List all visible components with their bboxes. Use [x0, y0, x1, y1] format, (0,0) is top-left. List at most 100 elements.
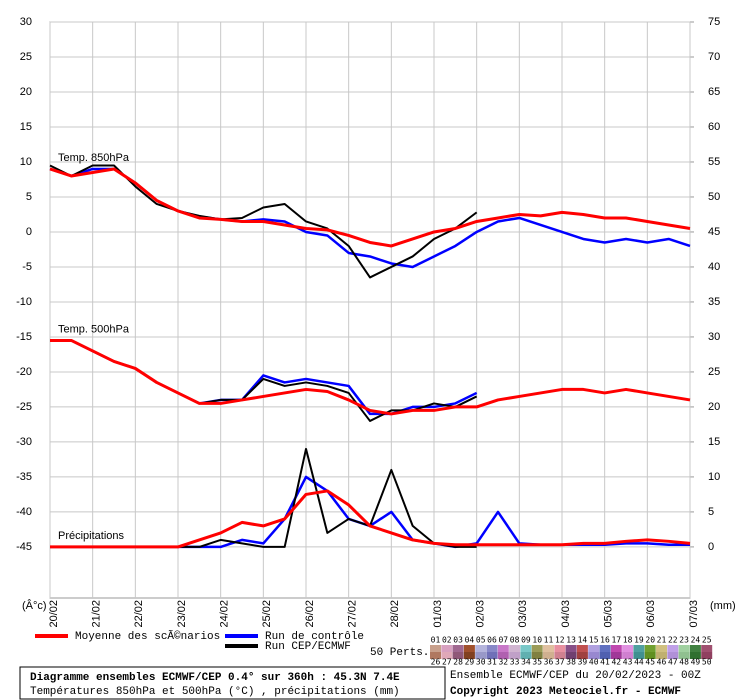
perturbation-label: 25 — [702, 636, 712, 645]
panel-label: Temp. 500hPa — [58, 323, 130, 335]
perturbation-label: 48 — [679, 658, 689, 667]
series-line — [49, 167, 691, 248]
perturbation-label: 14 — [578, 636, 588, 645]
x-tick-label: 25/02 — [261, 600, 273, 628]
x-tick-label: 06/03 — [645, 600, 657, 628]
perturbation-label: 12 — [555, 636, 565, 645]
perturbation-label: 21 — [657, 636, 667, 645]
perturbation-label: 47 — [668, 658, 678, 667]
chart-title: Diagramme ensembles ECMWF/CEP 0.4° sur 3… — [30, 672, 400, 684]
perturbation-swatch — [463, 645, 475, 652]
y-tick-label: -25 — [16, 401, 32, 413]
x-tick-label: 01/03 — [432, 600, 444, 628]
y2-tick-label: 35 — [708, 296, 720, 308]
y2-tick-label: 70 — [708, 51, 720, 63]
perturbation-label: 33 — [510, 658, 520, 667]
perturbation-swatch — [622, 652, 634, 659]
y-tick-label: -5 — [22, 261, 32, 273]
perturbation-swatch — [475, 645, 487, 652]
y-tick-label: -20 — [16, 366, 32, 378]
y-tick-label: -40 — [16, 506, 32, 518]
x-tick-label: 24/02 — [219, 600, 231, 628]
perturbation-swatch — [509, 645, 521, 652]
y-tick-label: 10 — [20, 156, 32, 168]
perturbation-swatch — [689, 652, 701, 659]
perturbation-label: 09 — [521, 636, 531, 645]
perturbation-swatch — [633, 652, 645, 659]
perturbation-swatch — [610, 645, 622, 652]
y2-tick-label: 45 — [708, 226, 720, 238]
copyright: Copyright 2023 Meteociel.fr - ECMWF — [450, 686, 681, 698]
perturbation-label: 35 — [532, 658, 542, 667]
perturbation-label: 07 — [498, 636, 508, 645]
perturbation-label: 16 — [600, 636, 610, 645]
perturbation-swatch — [452, 645, 464, 652]
legend-label: Run CEP/ECMWF — [265, 641, 351, 653]
perturbation-label: 10 — [532, 636, 542, 645]
perturbation-swatch — [576, 652, 588, 659]
perturbation-swatch — [565, 652, 577, 659]
perturbation-label: 43 — [623, 658, 633, 667]
perturbation-swatch — [588, 652, 600, 659]
perturbation-swatch — [486, 645, 498, 652]
perturbation-label: 39 — [578, 658, 588, 667]
y-tick-label: -30 — [16, 436, 32, 448]
perturbation-swatch — [565, 645, 577, 652]
perturbation-label: 50 — [702, 658, 712, 667]
perturbation-swatch — [543, 652, 554, 659]
perturbation-swatch — [678, 652, 690, 659]
y-tick-label: -10 — [16, 296, 32, 308]
perturbation-label: 27 — [442, 658, 452, 667]
perturbation-swatch — [622, 645, 634, 652]
perturbation-swatch — [452, 652, 464, 659]
y2-tick-label: 60 — [708, 121, 720, 133]
perturbation-label: 08 — [510, 636, 520, 645]
perturbation-label: 17 — [611, 636, 621, 645]
perturbation-label: 05 — [476, 636, 486, 645]
perturbation-swatch — [576, 645, 588, 652]
x-tick-label: 27/02 — [347, 600, 359, 628]
perturbation-label: 15 — [589, 636, 599, 645]
panel-label: Temp. 850hPa — [58, 152, 130, 164]
y2-tick-label: 65 — [708, 86, 720, 98]
y2-tick-label: 25 — [708, 366, 720, 378]
perturbation-label: 01 — [431, 636, 441, 645]
legend-label: Run de contrôle — [265, 631, 364, 643]
perturbation-swatch — [554, 652, 566, 659]
series-line — [50, 489, 691, 549]
perturbation-swatch — [543, 645, 554, 652]
perturbation-swatch — [486, 652, 498, 659]
y2-tick-label: 20 — [708, 401, 720, 413]
perturbation-swatch — [678, 645, 690, 652]
y-tick-label: 5 — [26, 191, 32, 203]
perturbation-label: 26 — [431, 658, 441, 667]
perturbation-swatch — [497, 645, 509, 652]
perturbation-label: 46 — [657, 658, 667, 667]
run-info: Ensemble ECMWF/CEP du 20/02/2023 - 00Z — [450, 670, 701, 682]
perturbation-swatch — [588, 645, 600, 652]
chart-subtitle: Températures 850hPa et 500hPa (°C) , pré… — [30, 686, 400, 698]
plot-area — [49, 21, 691, 599]
y-unit: (Â°c) — [22, 599, 47, 612]
y2-tick-label: 10 — [708, 471, 720, 483]
perturbation-swatch — [701, 652, 713, 659]
perturbation-swatch — [520, 652, 532, 659]
y2-unit: (mm) — [710, 600, 736, 612]
perturbation-label: 19 — [634, 636, 644, 645]
x-tick-label: 20/02 — [48, 600, 60, 628]
perturbation-label: 45 — [645, 658, 655, 667]
perturbation-swatch — [599, 645, 611, 652]
x-tick-label: 23/02 — [176, 600, 188, 628]
y-tick-label: 20 — [20, 86, 32, 98]
legend-label: Moyenne des scÃ©narios — [75, 630, 220, 643]
x-tick-label: 26/02 — [304, 600, 316, 628]
title-box — [19, 666, 446, 700]
perturbation-label: 44 — [634, 658, 644, 667]
y-tick-label: -45 — [16, 541, 32, 553]
perturbation-swatch — [633, 645, 645, 652]
perturbation-swatch — [644, 652, 656, 659]
x-tick-label: 05/03 — [603, 600, 615, 628]
perturbation-swatch — [610, 652, 622, 659]
perturbation-swatch — [463, 652, 475, 659]
